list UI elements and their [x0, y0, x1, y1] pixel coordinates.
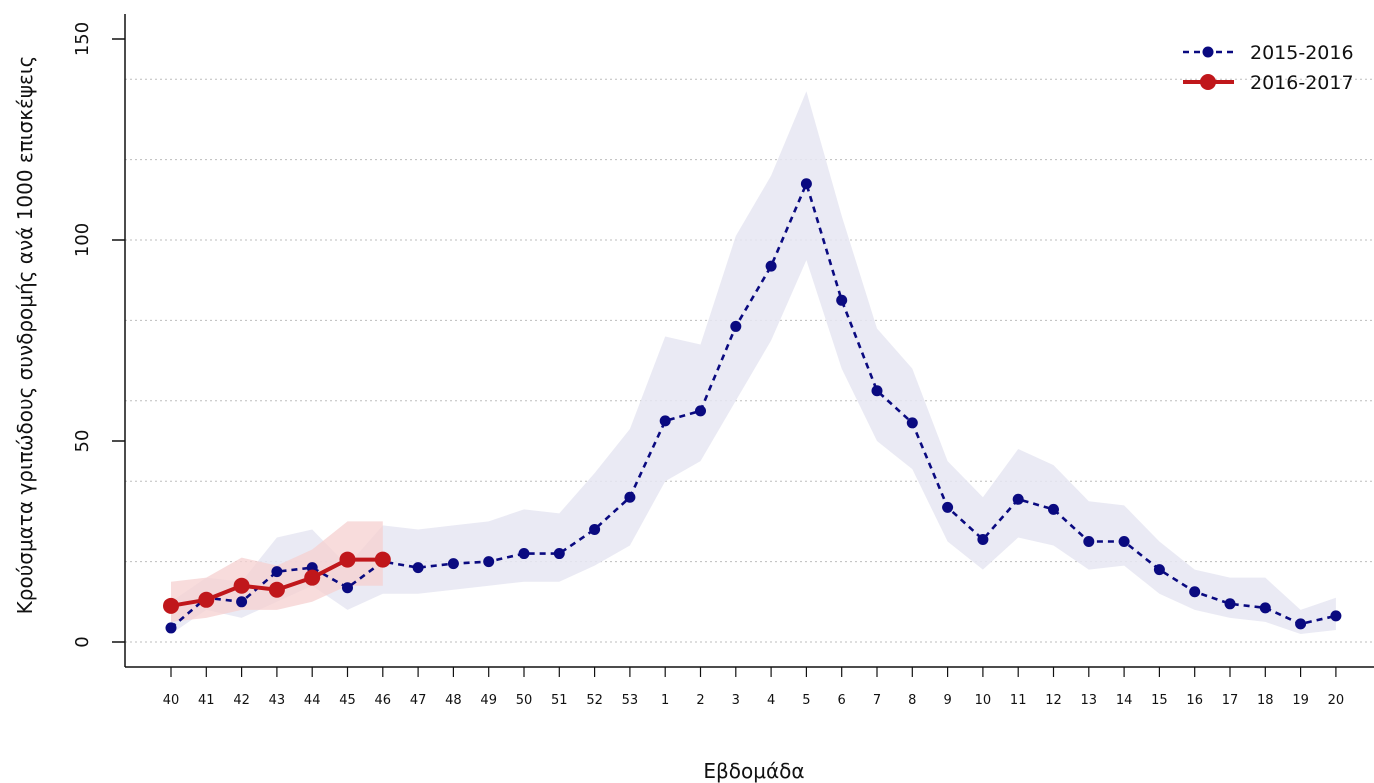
data-point [412, 562, 424, 574]
data-point [271, 566, 283, 578]
x-tick-label: 47 [410, 693, 427, 708]
data-point [1048, 503, 1059, 515]
x-tick-label: 50 [516, 693, 533, 708]
data-point [553, 548, 565, 560]
data-point [695, 405, 706, 417]
x-tick-label: 40 [163, 693, 180, 708]
x-tick-label: 45 [339, 693, 356, 708]
x-tick-label: 42 [233, 693, 250, 708]
data-point [906, 417, 918, 429]
confidence-band [171, 91, 1336, 634]
data-point [339, 551, 356, 568]
axes [124, 14, 1374, 668]
data-point [871, 385, 883, 397]
x-tick-label: 13 [1081, 693, 1098, 708]
x-axis-label: Εβδομάδα [703, 759, 804, 783]
data-point [977, 533, 989, 545]
x-tick-label: 11 [1010, 693, 1027, 708]
y-tick-label: 150 [72, 22, 93, 56]
x-tick-label: 1 [661, 693, 669, 708]
x-tick-label: 48 [445, 693, 462, 708]
data-point [165, 622, 177, 634]
legend-label: 2015-2016 [1250, 42, 1354, 64]
data-point [1118, 536, 1130, 547]
x-tick-label: 10 [975, 693, 992, 708]
data-point [198, 591, 215, 608]
data-point [624, 491, 636, 503]
data-point [589, 523, 601, 535]
y-axis-label: Κρούσματα γριπώδους συνδρομής ανά 1000 ε… [13, 56, 37, 615]
x-tick-label: 5 [802, 693, 810, 708]
data-point [800, 178, 812, 190]
x-tick-label: 52 [586, 693, 603, 708]
legend-label: 2016-2017 [1250, 72, 1354, 94]
data-point [1083, 536, 1095, 547]
data-point [1189, 586, 1201, 598]
x-tick-label: 46 [375, 693, 392, 708]
x-tick-label: 17 [1222, 693, 1239, 708]
y-tick-label: 0 [72, 636, 93, 647]
data-point [236, 596, 248, 608]
x-tick-label: 14 [1116, 693, 1133, 708]
legend-marker [1202, 46, 1214, 58]
x-tick-label: 4 [767, 693, 775, 708]
data-point [1330, 610, 1342, 622]
x-tick-label: 9 [943, 693, 951, 708]
data-point [659, 415, 671, 427]
data-point [1153, 564, 1165, 576]
legend-marker [1200, 74, 1216, 90]
data-point [942, 501, 954, 513]
x-tick-label: 43 [269, 693, 286, 708]
x-tick-label: 19 [1292, 693, 1309, 708]
x-tick-label: 44 [304, 693, 321, 708]
x-tick-label: 49 [480, 693, 497, 708]
y-tick-label: 50 [72, 430, 93, 453]
series-points [163, 178, 1342, 634]
data-point [518, 548, 530, 560]
x-ticks: 40 41 42 43 44 45 46 47 48 49 50 51 52 53 1 2 3 4 5 6 7 8 9 10 1… [163, 667, 1344, 708]
data-point [447, 558, 459, 570]
data-point [1259, 602, 1271, 614]
x-tick-label: 2 [696, 693, 704, 708]
data-point [233, 577, 250, 594]
x-tick-label: 20 [1328, 693, 1345, 708]
x-tick-label: 16 [1186, 693, 1203, 708]
x-tick-label: 53 [622, 693, 639, 708]
x-tick-label: 51 [551, 693, 568, 708]
data-point [1295, 618, 1307, 630]
data-point [836, 294, 848, 306]
x-tick-label: 6 [838, 693, 846, 708]
data-point [374, 551, 391, 568]
x-tick-label: 12 [1045, 693, 1062, 708]
x-tick-label: 3 [732, 693, 740, 708]
data-point [1224, 598, 1236, 610]
x-tick-label: 8 [908, 693, 916, 708]
legend: 2015-2016 2016-2017 [1183, 42, 1354, 94]
data-point [483, 556, 495, 568]
data-point [163, 597, 179, 614]
data-point [304, 569, 321, 586]
x-tick-label: 18 [1257, 693, 1274, 708]
y-ticks: 0 50 100 150 [72, 22, 125, 648]
y-tick-label: 100 [72, 223, 93, 257]
data-point [730, 320, 742, 332]
x-tick-label: 7 [873, 693, 881, 708]
data-point [1012, 493, 1024, 505]
x-tick-label: 15 [1151, 693, 1168, 708]
data-point [268, 581, 285, 598]
data-point [342, 582, 353, 594]
series-line [170, 182, 1337, 629]
data-point [765, 260, 777, 272]
x-tick-label: 41 [198, 693, 215, 708]
